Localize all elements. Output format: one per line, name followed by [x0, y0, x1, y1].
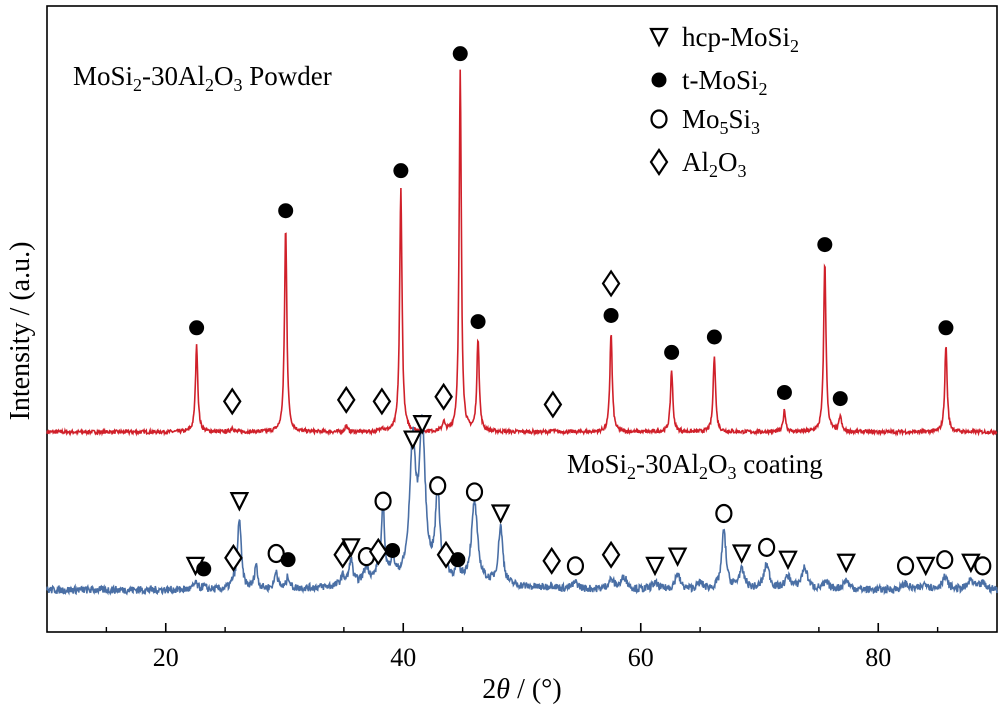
open-circle-marker: [566, 556, 585, 576]
x-tick-label: 40: [390, 643, 416, 672]
open-circle-marker: [429, 476, 447, 496]
open-circle-marker: [465, 482, 484, 502]
open-down-triangle-marker: [915, 556, 936, 577]
axis-layer: 20 40 60 80 2θ / (°) Intensity / (a.u.): [5, 242, 939, 705]
open-diamond-marker: [372, 387, 392, 416]
open-down-triangle-marker: [229, 492, 250, 512]
open-diamond-marker: [601, 269, 621, 298]
open-down-triangle-marker: [490, 504, 511, 524]
open-diamond-marker: [434, 382, 453, 411]
open-down-triangle-marker: [836, 553, 856, 574]
series-label-powder: MoSi2-30Al2O3 Powder: [73, 61, 332, 95]
legend-entry-open-down-triangle: hcp-MoSi2: [682, 22, 799, 56]
open-circle-marker: [974, 556, 992, 576]
open-down-triangle-marker: [778, 550, 798, 571]
filled-circle-marker: [938, 320, 954, 336]
open-circle-marker: [374, 491, 392, 511]
plot-frame: [46, 5, 998, 633]
filled-circle-marker: [450, 552, 466, 568]
legend-entry-open-circle: Mo5Si3: [682, 104, 760, 138]
filled-circle-marker: [817, 237, 833, 253]
x-tick-label: 80: [865, 643, 891, 672]
open-circle-marker: [896, 556, 915, 576]
filled-circle-marker: [706, 329, 722, 345]
open-diamond-marker: [543, 390, 563, 419]
y-axis-label: Intensity / (a.u.): [5, 242, 36, 421]
filled-circle-marker: [278, 203, 294, 219]
open-diamond-marker: [222, 387, 242, 416]
filled-circle-marker: [776, 384, 792, 400]
open-diamond-marker: [542, 546, 562, 575]
open-circle-marker: [650, 109, 668, 129]
open-down-triangle-marker: [667, 547, 688, 568]
plot-border: [46, 5, 998, 633]
open-circle-marker: [758, 537, 776, 557]
series-line-coating: [46, 414, 998, 596]
filled-circle-marker: [452, 46, 468, 62]
open-down-triangle-marker: [645, 556, 665, 577]
filled-circle-marker: [393, 163, 409, 179]
marker-layer: [185, 27, 992, 577]
series-layer: [46, 69, 998, 596]
filled-circle-marker: [196, 561, 212, 577]
legend-entry-filled-circle: t-MoSi2: [682, 65, 768, 99]
x-tick-label: 60: [628, 643, 654, 672]
open-circle-marker: [936, 550, 954, 570]
open-diamond-marker: [649, 148, 669, 176]
series-line-powder: [46, 69, 998, 437]
open-diamond-marker: [336, 385, 356, 414]
open-down-triangle-marker: [412, 415, 433, 435]
label-layer: MoSi2-30Al2O3 Powder MoSi2-30Al2O3 coatin…: [73, 61, 823, 483]
filled-circle-marker: [189, 320, 205, 336]
filled-circle-marker: [651, 72, 667, 88]
filled-circle-marker: [470, 314, 486, 330]
series-label-coating: MoSi2-30Al2O3 coating: [567, 449, 823, 483]
filled-circle-marker: [385, 542, 401, 558]
open-diamond-marker: [224, 543, 243, 572]
open-down-triangle-marker: [731, 544, 752, 564]
filled-circle-marker: [280, 552, 296, 568]
open-diamond-marker: [601, 540, 621, 569]
filled-circle-marker: [603, 307, 619, 323]
open-down-triangle-marker: [402, 430, 423, 451]
filled-circle-marker: [832, 391, 848, 407]
open-circle-marker: [267, 543, 285, 564]
open-diamond-marker: [436, 540, 456, 569]
x-tick-label: 20: [153, 643, 179, 672]
legend-entry-open-diamond: Al2O3: [682, 147, 747, 181]
filled-circle-marker: [664, 344, 680, 360]
open-down-triangle-marker: [649, 27, 669, 48]
x-axis-label: 2θ / (°): [482, 674, 561, 705]
legend: hcp-MoSi2 t-MoSi2 Mo5Si3 Al2O3: [682, 22, 799, 181]
open-circle-marker: [715, 503, 733, 524]
open-down-triangle-marker: [341, 538, 361, 558]
open-diamond-marker: [368, 537, 388, 566]
